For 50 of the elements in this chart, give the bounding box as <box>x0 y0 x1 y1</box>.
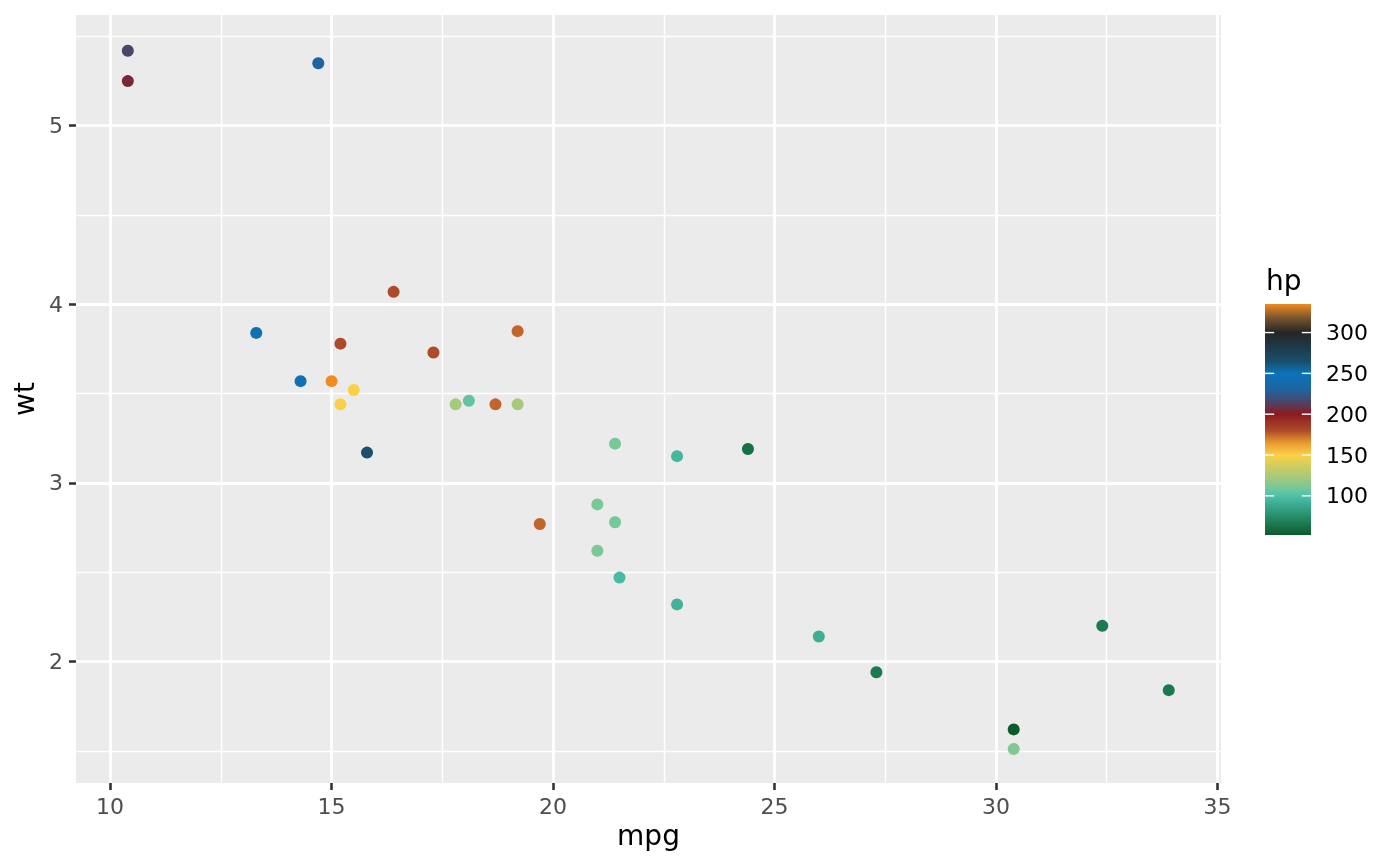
point <box>462 394 475 407</box>
point <box>1007 743 1020 756</box>
point <box>812 630 825 643</box>
x-axis-title: mpg <box>617 819 680 853</box>
y-tick-label: 4 <box>49 291 63 317</box>
x-tick-label: 15 <box>317 793 346 819</box>
point <box>427 346 440 359</box>
point <box>325 375 338 388</box>
color-bar-title: hp <box>1266 263 1302 297</box>
point <box>533 518 546 531</box>
x-tick-label: 25 <box>760 793 789 819</box>
point <box>294 375 307 388</box>
point <box>489 398 502 411</box>
y-axis-title: wt <box>7 382 41 416</box>
color-bar-label: 250 <box>1326 360 1368 386</box>
point <box>609 516 622 529</box>
point <box>613 571 626 584</box>
point <box>1007 723 1020 736</box>
x-tick-label: 20 <box>539 793 568 819</box>
y-tick-label: 2 <box>49 649 63 675</box>
point <box>312 57 325 70</box>
point <box>250 326 263 339</box>
point <box>1162 684 1175 697</box>
point <box>591 544 604 557</box>
point <box>609 437 622 450</box>
color-bar-label: 200 <box>1326 401 1368 427</box>
x-tick-label: 35 <box>1203 793 1232 819</box>
point <box>334 337 347 350</box>
point <box>121 44 134 57</box>
color-bar-label: 150 <box>1326 442 1368 468</box>
point <box>347 384 360 397</box>
point <box>511 325 524 338</box>
color-bar-label: 100 <box>1326 483 1368 509</box>
point <box>671 450 684 463</box>
point <box>1096 619 1109 632</box>
x-tick-label: 30 <box>981 793 1010 819</box>
point <box>121 75 134 88</box>
point <box>361 446 374 459</box>
point <box>449 398 462 411</box>
point <box>334 398 347 411</box>
y-tick-label: 5 <box>49 113 63 139</box>
point <box>671 598 684 611</box>
x-tick-label: 10 <box>96 793 125 819</box>
point <box>870 666 883 679</box>
point <box>591 498 604 511</box>
y-tick-label: 3 <box>49 470 63 496</box>
color-bar-label: 300 <box>1326 320 1368 346</box>
point <box>387 285 400 298</box>
point <box>511 398 524 411</box>
point <box>741 443 754 456</box>
